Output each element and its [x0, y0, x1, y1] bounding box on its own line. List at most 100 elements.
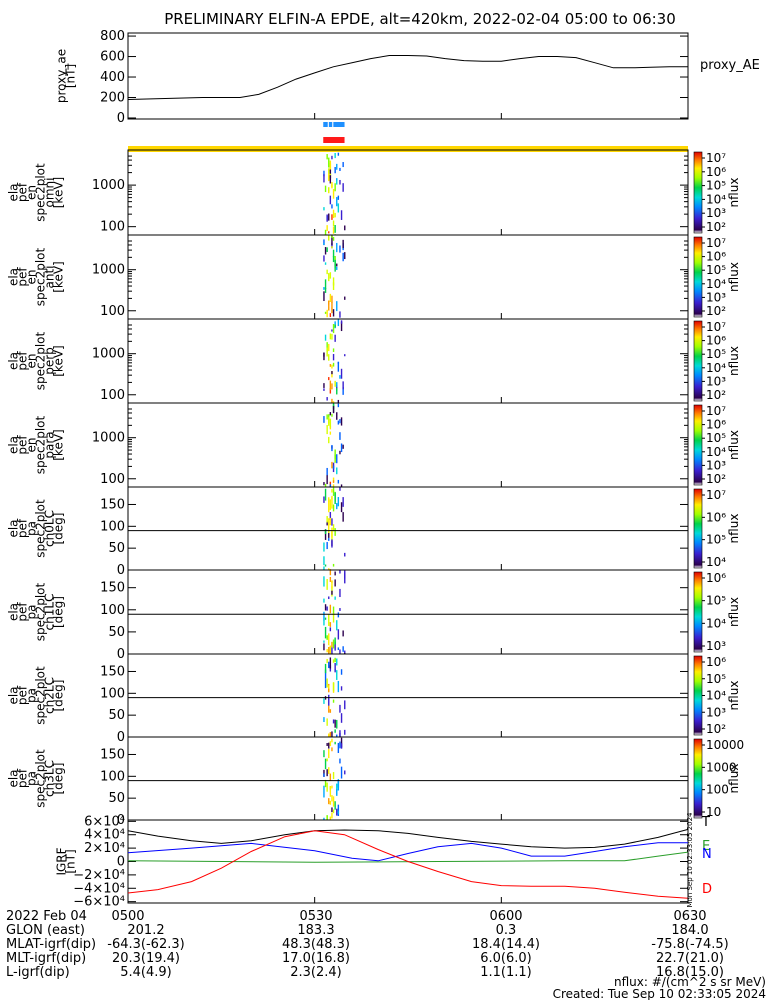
panel-frame [127, 234, 689, 320]
heatmap-cell [332, 220, 335, 227]
ylabel-part: ela [7, 686, 21, 704]
heatmap-cell [337, 361, 340, 364]
heatmap-cell [332, 249, 335, 258]
heatmap-cell [340, 321, 343, 332]
ylabel-part: anti [43, 266, 57, 289]
heatmap-cell [339, 375, 341, 379]
heatmap-cell [328, 596, 330, 600]
heatmap-cell [332, 401, 335, 403]
colorbar-tick-label: 10⁴ [706, 616, 726, 630]
heatmap-cell [329, 388, 332, 394]
ylabel-part: en [25, 354, 39, 369]
ylabel-part: spec2plot [34, 666, 48, 725]
colorbar-label: nflux [727, 346, 741, 376]
heatmap-cell [331, 518, 333, 526]
series-line-T [127, 828, 689, 849]
heatmap-cell [324, 758, 327, 770]
heatmap-cell [328, 500, 330, 513]
heatmap-cell [334, 719, 336, 728]
orbit-row-value: 20.3(19.4) [112, 951, 180, 966]
heatmap-cell [331, 527, 333, 538]
heatmap-cell [323, 769, 325, 777]
colorbar-tick-label: 10² [706, 722, 726, 736]
heatmap-cell [332, 282, 335, 291]
y-tick-label: 0 [117, 813, 125, 828]
heatmap-cell [336, 301, 338, 312]
y-tick-label: 2×10⁴ [84, 841, 125, 856]
heatmap-cell [328, 235, 330, 241]
heatmap-cell [326, 718, 328, 726]
heatmap-cell [323, 352, 325, 361]
orbit-header: 2022 Feb 04 [6, 909, 87, 924]
ylabel-part: pef [16, 685, 30, 705]
colorbar-tick-label: 10² [706, 388, 726, 402]
ylabel-part: spec2plot [34, 415, 48, 474]
heatmap-cell [334, 741, 336, 745]
series-line-proxy-ae [127, 55, 688, 100]
colorbar-tick-label: 10⁶ [706, 655, 726, 669]
heatmap-cell [329, 364, 332, 367]
heatmap-cell [331, 329, 333, 332]
heatmap-cell [331, 738, 333, 743]
heatmap-cell [332, 348, 335, 352]
y-tick-label: 1000 [92, 178, 125, 193]
ylabel-part: pef [16, 518, 30, 538]
heatmap-cell [336, 719, 338, 729]
heatmap-cell [332, 772, 335, 780]
panel-frame [127, 653, 689, 738]
heatmap-cell [336, 658, 338, 666]
heatmap-cell [340, 686, 343, 691]
y-tick-label: −2×10⁴ [73, 868, 125, 883]
heatmap-cell [323, 383, 325, 388]
heatmap-cell [337, 152, 340, 156]
heatmap-cell [329, 657, 332, 669]
heatmap-cell [336, 620, 338, 631]
heatmap-cell [328, 568, 330, 570]
time-tick-label: 0600 [489, 909, 522, 924]
orbit-row-value: 18.4(14.4) [472, 937, 540, 952]
orbit-row-label: L-igrf(dip) [6, 965, 70, 980]
colorbar-tick-label: 10⁷ [706, 488, 726, 502]
time-tick-label: 0530 [299, 909, 332, 924]
ylabel-part: ela [7, 352, 21, 370]
y-tick-label: 0 [117, 855, 125, 870]
heatmap-cell [326, 347, 328, 357]
heatmap-cell [324, 229, 327, 235]
heatmap-cell [323, 817, 325, 820]
heatmap-cell [344, 552, 346, 557]
ylabel-part: [keV] [52, 429, 66, 460]
heatmap-cell [336, 808, 338, 816]
colorbar-tick-label: 10⁷ [706, 236, 726, 250]
y-tick-label: 100 [100, 472, 125, 487]
heatmap-cell [331, 214, 333, 220]
ylabel-part: ela [7, 436, 21, 454]
ylabel-part: para [43, 431, 57, 458]
colorbar-tick-label: 10⁶ [706, 165, 726, 179]
heatmap-cell [339, 311, 341, 318]
heatmap-cell [328, 661, 330, 669]
ylabel-part: pef [16, 768, 30, 788]
y-tick-label: 0 [117, 563, 125, 578]
heatmap-cell [324, 233, 327, 235]
ylabel-part: spec2plot [34, 499, 48, 558]
ylabel-part: en [25, 438, 39, 453]
heatmap-cell [326, 678, 328, 688]
heatmap-cell [328, 168, 330, 174]
panel-frame [127, 32, 689, 120]
colorbar-tick-label: 10⁴ [706, 277, 726, 291]
heatmap-cell [336, 248, 338, 253]
panel-frame [127, 149, 689, 236]
y-tick-label: 0 [117, 647, 125, 662]
y-tick-label: 50 [108, 625, 125, 640]
ylabel-part: pef [16, 182, 30, 202]
heatmap-cell [328, 685, 330, 689]
heatmap-cell [326, 658, 328, 664]
heatmap-cell [324, 279, 327, 289]
y-tick-label: 100 [100, 304, 125, 319]
series-line-D [127, 830, 689, 899]
y-tick-label: 0 [117, 111, 125, 126]
